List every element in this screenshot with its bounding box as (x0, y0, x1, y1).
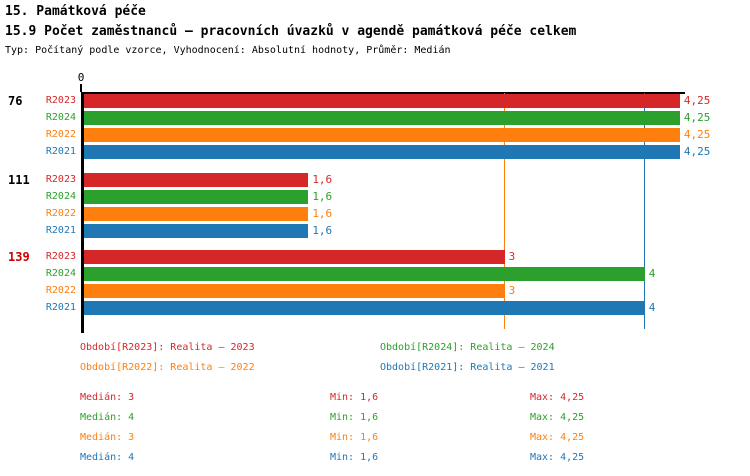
series-label: R2021 (45, 146, 76, 157)
bar-R2021 (84, 224, 309, 238)
bar-value-label: 3 (508, 250, 516, 263)
chart-meta: Typ: Počítaný podle vzorce, Vyhodnocení:… (5, 45, 451, 56)
median-line-R2022 (503, 93, 505, 329)
bar-R2022 (84, 128, 680, 142)
bar-R2023 (84, 173, 309, 187)
stat-max-R2022: Max: 4,25 (530, 432, 585, 443)
series-label: R2024 (45, 268, 76, 279)
bar-value-label: 4 (648, 301, 656, 314)
stat-median-R2021: Medián: 4 (80, 452, 135, 463)
series-label: R2022 (45, 285, 76, 296)
legend-item-R2024: Období[R2024]: Realita – 2024 (380, 342, 555, 353)
bar-value-label: 4 (648, 267, 656, 280)
bar-R2023 (84, 94, 680, 108)
page-title: 15. Památková péče (5, 4, 146, 19)
series-label: R2021 (45, 225, 76, 236)
legend-item-R2021: Období[R2021]: Realita – 2021 (380, 362, 555, 373)
group-label: 111 (8, 173, 30, 187)
series-label: R2024 (45, 112, 76, 123)
stat-min-R2024: Min: 1,6 (330, 412, 379, 423)
bar-value-label: 3 (508, 284, 516, 297)
series-label: R2023 (45, 174, 76, 185)
series-label: R2023 (45, 95, 76, 106)
stat-max-R2021: Max: 4,25 (530, 452, 585, 463)
median-line-R2021 (643, 93, 645, 329)
stat-median-R2022: Medián: 3 (80, 432, 135, 443)
group-label: 139 (8, 250, 30, 264)
series-label: R2022 (45, 129, 76, 140)
stat-min-R2021: Min: 1,6 (330, 452, 379, 463)
y-axis-line (81, 92, 84, 333)
stat-max-R2023: Max: 4,25 (530, 392, 585, 403)
x-tick-label-zero: 0 (77, 71, 85, 84)
stat-median-R2024: Medián: 4 (80, 412, 135, 423)
bar-R2021 (84, 301, 645, 315)
bar-value-label: 4,25 (683, 111, 711, 124)
bar-R2024 (84, 190, 309, 204)
bar-value-label: 4,25 (683, 145, 711, 158)
stat-min-R2023: Min: 1,6 (330, 392, 379, 403)
legend-item-R2022: Období[R2022]: Realita – 2022 (80, 362, 255, 373)
bar-R2024 (84, 267, 645, 281)
series-label: R2022 (45, 208, 76, 219)
series-label: R2021 (45, 302, 76, 313)
bar-value-label: 4,25 (683, 94, 711, 107)
bar-value-label: 1,6 (312, 207, 333, 220)
series-label: R2023 (45, 251, 76, 262)
x-axis-tick (80, 84, 82, 92)
bar-value-label: 1,6 (312, 224, 333, 237)
stat-median-R2023: Medián: 3 (80, 392, 135, 403)
bar-value-label: 1,6 (312, 190, 333, 203)
page-subtitle: 15.9 Počet zaměstnanců – pracovních úvaz… (5, 24, 577, 39)
stat-max-R2024: Max: 4,25 (530, 412, 585, 423)
bar-R2023 (84, 250, 505, 264)
bar-value-label: 1,6 (312, 173, 333, 186)
x-axis-line (81, 92, 685, 94)
bar-R2021 (84, 145, 680, 159)
series-label: R2024 (45, 191, 76, 202)
bar-R2024 (84, 111, 680, 125)
legend-item-R2023: Období[R2023]: Realita – 2023 (80, 342, 255, 353)
bar-R2022 (84, 284, 505, 298)
bar-R2022 (84, 207, 309, 221)
bar-value-label: 4,25 (683, 128, 711, 141)
stat-min-R2022: Min: 1,6 (330, 432, 379, 443)
group-label: 76 (8, 94, 23, 108)
